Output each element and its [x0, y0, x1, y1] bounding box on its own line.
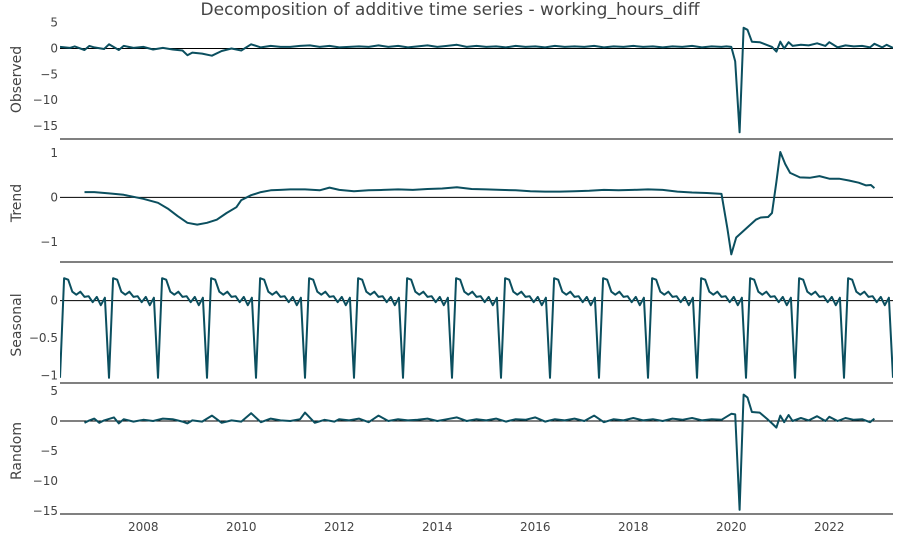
seasonal-series-line: [60, 277, 893, 379]
observed-ytick-label: 5: [50, 16, 58, 30]
random-ytick-label: −5: [40, 444, 58, 458]
xtick-label: 2022: [814, 520, 845, 534]
observed-ytick-label: −10: [33, 93, 58, 107]
trend-ytick-label: 0: [50, 190, 58, 204]
seasonal-ytick-label: −1: [40, 369, 58, 383]
observed-ytick-label: −5: [40, 67, 58, 81]
observed-ytick-label: −15: [33, 119, 58, 133]
trend-series-line: [84, 151, 876, 256]
random-ytick-label: −15: [33, 504, 58, 518]
chart-title: Decomposition of additive time series - …: [201, 0, 701, 20]
xtick-label: 2008: [128, 520, 159, 534]
random-series-line: [84, 393, 876, 511]
xtick-label: 2012: [324, 520, 355, 534]
random-ylabel: Random: [9, 422, 25, 480]
seasonal-ytick-label: 0: [50, 294, 58, 308]
panels-container: 5 0 −5 −10 −15 Observed 1 0 −1 Trend 0 −0.5 −1 Season…: [9, 16, 893, 518]
xtick-label: 2018: [618, 520, 649, 534]
xtick-label: 2016: [520, 520, 551, 534]
observed-ytick-label: 0: [50, 41, 58, 55]
random-ytick-label: −10: [33, 474, 58, 488]
seasonal-panel: 0 −0.5 −1 Seasonal: [9, 277, 893, 384]
xtick-label: 2020: [716, 520, 747, 534]
trend-ylabel: Trend: [9, 184, 25, 223]
random-ytick-label: 5: [50, 384, 58, 398]
random-ytick-label: 0: [50, 414, 58, 428]
seasonal-ytick-label: −0.5: [29, 331, 58, 345]
trend-ytick-label: 1: [50, 146, 58, 160]
observed-panel: 5 0 −5 −10 −15 Observed: [9, 16, 893, 140]
xtick-label: 2010: [226, 520, 257, 534]
trend-panel: 1 0 −1 Trend: [9, 146, 893, 263]
trend-ytick-label: −1: [40, 235, 58, 249]
x-axis: 2008 2010 2012 2014 2016 2018 2020 2022: [128, 520, 845, 534]
seasonal-ylabel: Seasonal: [9, 293, 25, 356]
observed-ylabel: Observed: [9, 46, 25, 113]
observed-series-line: [60, 26, 893, 134]
xtick-label: 2014: [422, 520, 453, 534]
random-panel: 5 0 −5 −10 −15 Random: [9, 384, 893, 518]
